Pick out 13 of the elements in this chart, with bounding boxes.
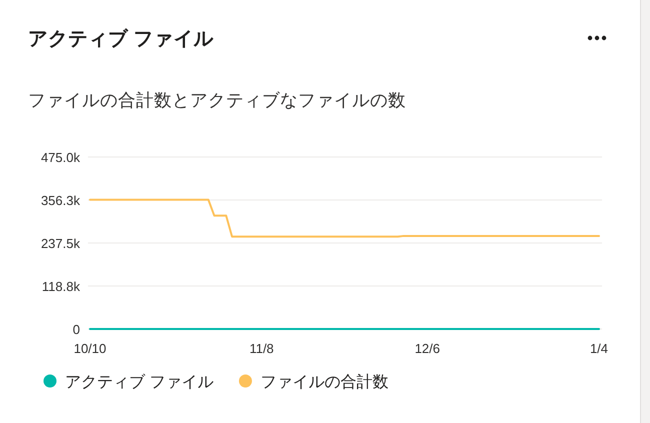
x-tick-label: 10/10 [74, 341, 106, 356]
y-tick-label: 475.0k [40, 150, 80, 165]
legend-label: アクティブ ファイル [65, 374, 214, 391]
legend-label: ファイルの合計数 [260, 374, 388, 391]
x-tick-label: 11/8 [249, 341, 274, 356]
subtitle: ファイルの合計数とアクティブなファイルの数 [28, 90, 406, 110]
y-tick-label: 237.5k [40, 236, 80, 251]
title: アクティブ ファイル [28, 28, 214, 50]
y-tick-label: 356.3k [40, 193, 80, 208]
y-tick-label: 118.8k [42, 279, 80, 294]
x-tick-label: 12/6 [414, 341, 440, 356]
y-tick-label: 0 [72, 322, 80, 337]
x-tick-label: 1/4 [590, 341, 608, 356]
